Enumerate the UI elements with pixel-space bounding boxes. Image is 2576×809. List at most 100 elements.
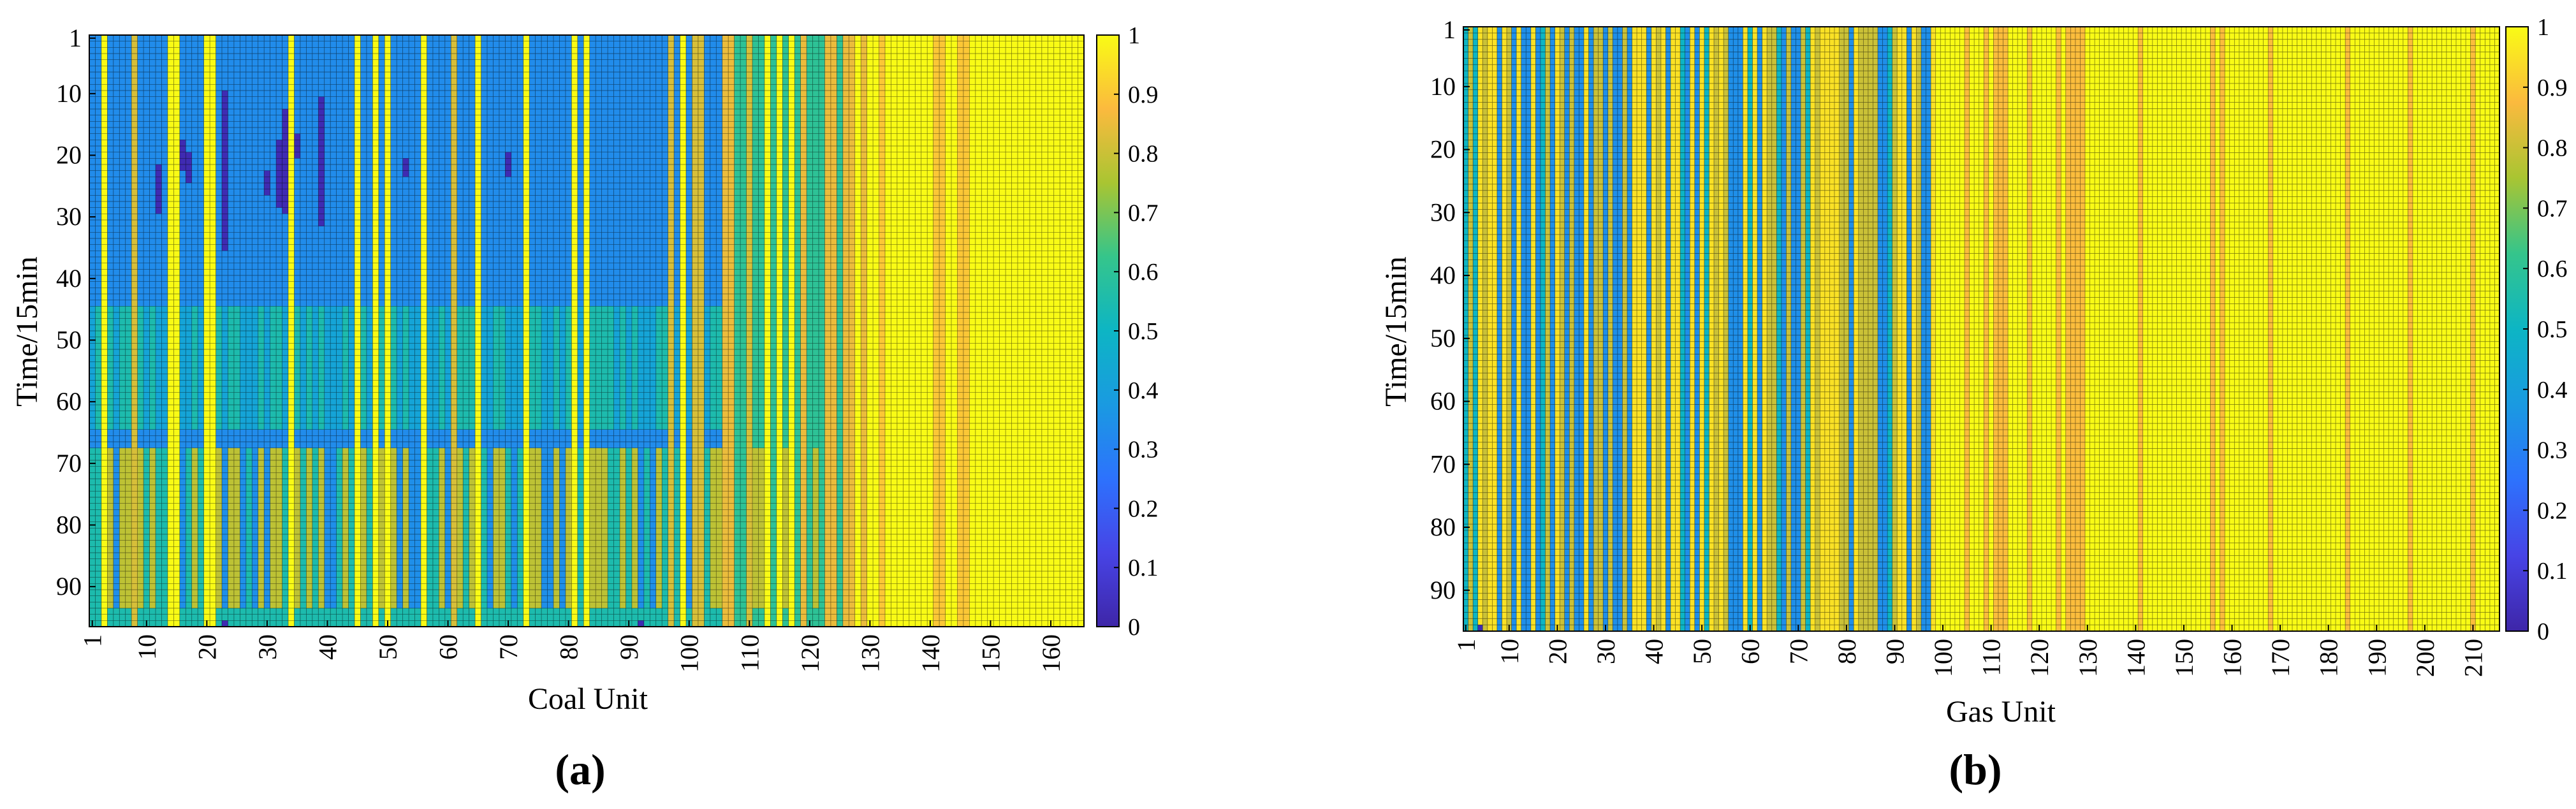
heat-cell — [89, 448, 96, 627]
heat-cell — [432, 448, 439, 627]
y-tick-label: 40 — [1430, 261, 1456, 289]
heat-cell — [107, 608, 114, 627]
x-tick-label: 1 — [78, 634, 107, 647]
heat-cell — [643, 448, 650, 627]
heat-cell — [414, 608, 421, 627]
y-tick-label: 10 — [1430, 72, 1456, 101]
colorbar-tick-label: 0.8 — [1128, 141, 1159, 168]
heat-cell — [716, 608, 723, 627]
heat-cell — [156, 214, 163, 307]
heat-cell — [589, 429, 596, 449]
x-tick-label: 80 — [555, 634, 583, 660]
heat-cell — [245, 448, 252, 627]
heat-cell — [318, 96, 325, 227]
heat-cell — [710, 429, 717, 449]
heat-cell — [294, 429, 301, 449]
heat-cell — [228, 429, 235, 449]
colorbar-tick-label: 0.5 — [1128, 318, 1159, 345]
heat-cell — [626, 429, 633, 449]
x-axis-label-a: Coal Unit — [528, 682, 648, 716]
x-tick-label: 80 — [1833, 639, 1861, 664]
x-tick-label: 210 — [2459, 639, 2487, 677]
heat-cell — [179, 140, 186, 171]
x-tick-label: 50 — [374, 634, 402, 660]
heat-cell — [631, 608, 638, 627]
y-tick-label: 60 — [56, 387, 82, 416]
heat-cell — [577, 429, 584, 449]
heat-cell — [258, 429, 265, 449]
colorbar-tick-label: 0.9 — [1128, 82, 1159, 108]
y-tick-label: 50 — [1430, 324, 1456, 353]
heat-cell — [198, 448, 205, 627]
heat-cell — [1477, 625, 1483, 632]
heat-cell — [402, 608, 409, 627]
x-tick-label: 130 — [2074, 639, 2102, 677]
heat-cell — [149, 429, 156, 449]
x-tick-label: 100 — [675, 634, 704, 673]
x-tick-label: 20 — [193, 634, 221, 660]
panel-label-a: (a) — [555, 745, 605, 794]
heat-cell — [366, 429, 373, 449]
x-tick-label: 120 — [2025, 639, 2054, 677]
heat-cell — [505, 177, 512, 307]
heat-cell — [650, 429, 657, 449]
y-tick-label: 30 — [56, 202, 82, 231]
heat-cell — [306, 429, 313, 449]
heat-cell — [457, 429, 464, 449]
heat-cell — [252, 429, 259, 449]
heat-cell — [782, 608, 789, 627]
heat-cell — [752, 35, 759, 449]
x-axis-label-b: Gas Unit — [1946, 695, 2056, 729]
colorbar-tick-label: 0 — [2537, 618, 2549, 645]
heat-cell — [113, 429, 120, 449]
heat-cell — [233, 608, 240, 627]
heat-cell — [601, 429, 608, 449]
colorbar-tick-label: 0.1 — [1128, 555, 1159, 581]
heat-cell — [397, 608, 404, 627]
heat-cell — [626, 448, 633, 627]
x-tick-label: 90 — [615, 634, 643, 660]
heat-cell — [179, 608, 186, 627]
heat-cell — [282, 214, 289, 307]
heat-cell — [686, 608, 693, 627]
heat-cell — [608, 429, 615, 449]
heat-cell — [511, 608, 518, 627]
y-tick-label: 90 — [56, 572, 82, 601]
heat-cell — [276, 608, 283, 627]
colorbar-tick-label: 0.9 — [2537, 75, 2568, 101]
heat-cell — [547, 608, 554, 627]
heat-cell — [324, 429, 331, 449]
heat-cell — [156, 429, 163, 449]
y-ticks-b: 1 10 20 30 40 50 60 70 80 90 — [1430, 15, 1470, 604]
heat-cell — [414, 429, 421, 449]
heat-cell — [409, 429, 416, 449]
heat-cell — [264, 429, 271, 449]
heat-cell — [240, 429, 247, 449]
x-tick-label: 150 — [976, 634, 1005, 673]
plot-frame-a — [89, 34, 1085, 627]
colorbar-tick-label: 1 — [1128, 22, 1140, 49]
heat-cell — [620, 429, 627, 449]
x-tick-label: 150 — [2170, 639, 2199, 677]
heat-cell — [276, 429, 283, 449]
y-tick-label: 80 — [1430, 513, 1456, 541]
heat-cell — [282, 109, 289, 214]
x-tick-label: 160 — [1037, 634, 1065, 673]
heat-cell — [95, 448, 102, 627]
heat-cell — [444, 429, 451, 449]
heat-cell — [469, 608, 476, 627]
x-tick-label: 10 — [1495, 639, 1524, 664]
heat-cell — [493, 429, 500, 449]
heat-cell — [390, 429, 397, 449]
heat-cell — [222, 251, 229, 307]
x-tick-label: 180 — [2315, 639, 2343, 677]
y-tick-label: 60 — [1430, 387, 1456, 416]
heat-cell — [119, 608, 126, 627]
colorbar-tick-label: 0.7 — [2537, 195, 2568, 222]
heat-cell — [89, 429, 96, 449]
heat-cell — [282, 429, 289, 449]
heat-cell — [95, 429, 102, 449]
x-tick-label: 160 — [2218, 639, 2247, 677]
heat-cell — [161, 429, 168, 449]
